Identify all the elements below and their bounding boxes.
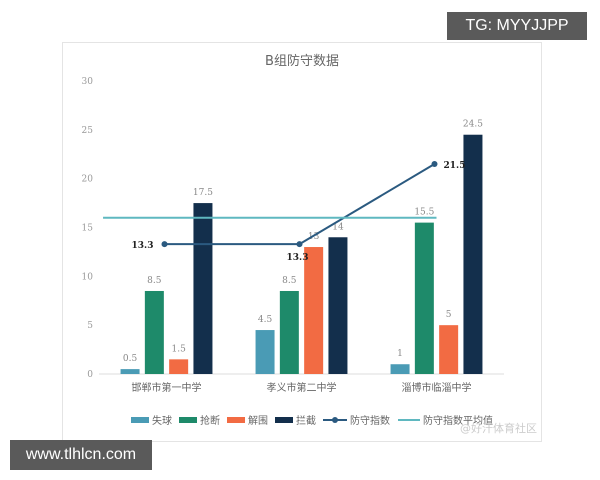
line-data-label: 21.5	[444, 161, 466, 171]
bar-失球	[390, 364, 410, 374]
legend-swatch	[227, 417, 245, 423]
legend-swatch-marker	[332, 417, 338, 423]
bar-data-label: 8.5	[282, 276, 297, 286]
chart-card: B组防守数据 0 5 10 15 20 25 30 邯郸市第一中学 孝义市第二中学 淄博市临淄中学 0…	[62, 42, 542, 442]
bar-失球	[120, 369, 140, 374]
chart-title: B组防守数据	[265, 53, 339, 69]
line-point	[296, 241, 303, 248]
bar-抢断	[279, 290, 299, 374]
legend-label: 防守指数	[350, 414, 390, 427]
line-point	[161, 241, 168, 248]
bar-data-label: 13	[308, 232, 320, 242]
bar-data-label: 14	[332, 222, 344, 232]
bar-抢断	[414, 222, 434, 374]
legend-label: 失球	[152, 414, 172, 427]
y-tick-label: 0	[87, 370, 93, 380]
bar-data-label: 17.5	[193, 188, 213, 198]
line-point	[431, 161, 438, 168]
y-tick-label: 25	[82, 126, 94, 136]
x-tick-label: 淄博市临淄中学	[402, 381, 472, 394]
bar-data-label: 0.5	[123, 354, 138, 364]
y-tick-label: 30	[82, 77, 94, 87]
bar-抢断	[144, 290, 164, 374]
bar-data-label: 1.5	[171, 344, 186, 354]
x-tick-label: 邯郸市第一中学	[132, 381, 202, 394]
legend-swatch	[275, 417, 293, 423]
watermark: @好汗体育社区	[460, 422, 537, 435]
bar-解围	[439, 325, 459, 374]
bar-拦截	[463, 134, 483, 374]
bar-data-label: 15.5	[414, 208, 434, 218]
y-tick-label: 15	[82, 224, 94, 234]
bar-data-label: 8.5	[147, 276, 162, 286]
tg-overlay: TG: MYYJJPP	[447, 12, 587, 40]
y-tick-label: 5	[87, 321, 93, 331]
bar-data-label: 1	[397, 349, 403, 359]
legend-label: 拦截	[296, 414, 316, 427]
y-tick-label: 10	[82, 272, 94, 282]
bar-data-label: 24.5	[463, 120, 483, 130]
legend-swatch	[179, 417, 197, 423]
legend-swatch	[131, 417, 149, 423]
website-overlay: www.tlhlcn.com	[10, 440, 152, 470]
bar-data-label: 4.5	[258, 315, 273, 325]
x-tick-label: 孝义市第二中学	[267, 381, 337, 394]
bar-拦截	[328, 237, 348, 374]
legend-label: 抢断	[200, 414, 220, 427]
bar-data-label: 5	[446, 310, 452, 320]
bar-解围	[169, 359, 189, 374]
legend-label: 解围	[248, 414, 268, 427]
line-data-label: 13.3	[287, 253, 309, 263]
y-tick-label: 20	[82, 175, 94, 185]
bar-解围	[304, 247, 324, 374]
legend-label: 防守指数平均值	[423, 414, 493, 427]
bar-失球	[255, 330, 275, 374]
line-data-label: 13.3	[132, 241, 154, 251]
bar-拦截	[193, 203, 213, 374]
